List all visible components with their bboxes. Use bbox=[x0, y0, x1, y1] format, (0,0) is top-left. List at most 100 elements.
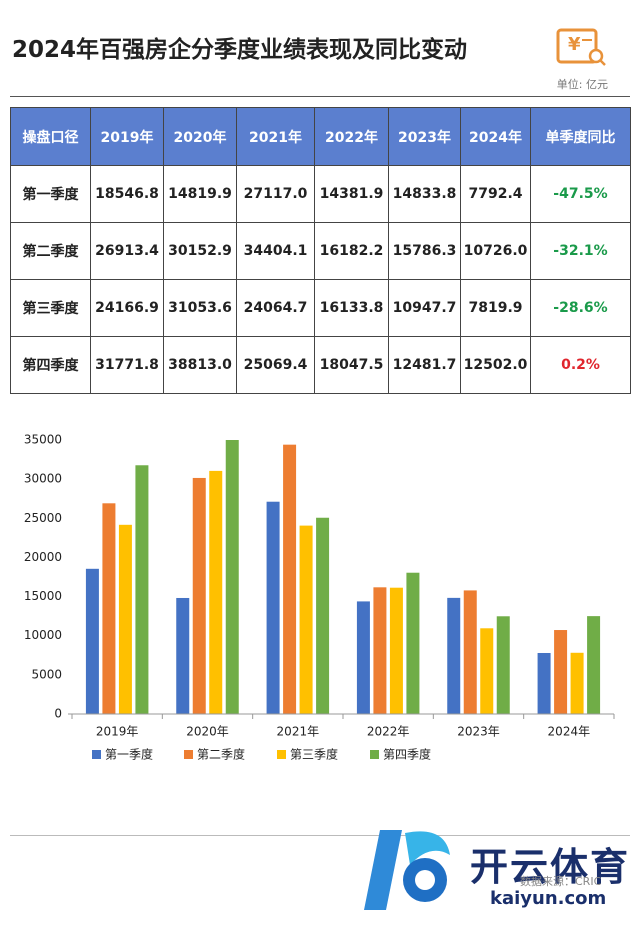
table-cell: 7819.9 bbox=[460, 279, 531, 337]
title: 2024年百强房企分季度业绩表现及同比变动 bbox=[12, 37, 468, 63]
unit: 单位: 亿元 bbox=[556, 78, 608, 91]
table-cell: 14381.9 bbox=[314, 165, 389, 223]
table-cell: 14833.8 bbox=[388, 165, 461, 223]
table-cell: 30152.9 bbox=[163, 222, 237, 280]
divider bbox=[10, 835, 630, 836]
column-header: 操盘口径 bbox=[10, 107, 91, 166]
x-tick-label: 2021年 bbox=[277, 725, 320, 739]
bar bbox=[102, 503, 116, 714]
svg-text:¥: ¥ bbox=[568, 34, 581, 55]
yoy-cell: -32.1% bbox=[530, 222, 631, 280]
chart: 0 5000 10000 15000 20000 25000 30000 35000 2019年… bbox=[24, 433, 615, 762]
icon: ¥ bbox=[556, 28, 606, 66]
bar bbox=[316, 517, 330, 714]
table-cell: 7792.4 bbox=[460, 165, 531, 223]
legend-swatch bbox=[370, 750, 379, 759]
table-cell: 18047.5 bbox=[314, 336, 389, 394]
table-cell: 31053.6 bbox=[163, 279, 237, 337]
table-cell: 第一季度 bbox=[10, 165, 91, 223]
column-header: 2021年 bbox=[236, 107, 315, 166]
divider bbox=[10, 96, 630, 97]
data-table: 操盘口径 2019年 2020年 2021年 2022年 2023年 2024年 单季度同比 … bbox=[10, 107, 631, 394]
table-row: 第三季度 24166.9 31053.6 24064.7 16133.8 10947.7 7… bbox=[10, 279, 631, 337]
y-tick-label: 35000 bbox=[24, 433, 62, 447]
table-cell: 25069.4 bbox=[236, 336, 315, 394]
table-cell: 24166.9 bbox=[90, 279, 164, 337]
table-row: 第四季度 31771.8 38813.0 25069.4 18047.5 12481.7 1… bbox=[10, 336, 631, 394]
table-cell: 15786.3 bbox=[388, 222, 461, 280]
column-header: 2023年 bbox=[388, 107, 461, 166]
legend-label: 第四季度 bbox=[383, 747, 431, 762]
bar bbox=[283, 444, 297, 714]
column-header: 2024年 bbox=[460, 107, 531, 166]
x-tick-label: 2024年 bbox=[548, 725, 591, 739]
bar bbox=[373, 587, 387, 714]
table-cell: 12502.0 bbox=[460, 336, 531, 394]
y-tick-label: 25000 bbox=[24, 511, 62, 525]
bar bbox=[356, 601, 370, 714]
yoy-cell: -28.6% bbox=[530, 279, 631, 337]
bar bbox=[135, 465, 149, 714]
legend-swatch bbox=[92, 750, 101, 759]
y-tick-label: 20000 bbox=[24, 550, 62, 564]
brand-url: kaiyun.com bbox=[490, 888, 607, 909]
legend-swatch bbox=[184, 750, 193, 759]
table-cell: 18546.8 bbox=[90, 165, 164, 223]
x-tick-label: 2022年 bbox=[367, 725, 410, 739]
bar bbox=[537, 652, 551, 714]
bar bbox=[496, 616, 510, 714]
y-tick-label: 15000 bbox=[24, 589, 62, 603]
table-cell: 26913.4 bbox=[90, 222, 164, 280]
table-cell: 第三季度 bbox=[10, 279, 91, 337]
table-cell: 10947.7 bbox=[388, 279, 461, 337]
column-header: 单季度同比 bbox=[530, 107, 631, 166]
legend-label: 第三季度 bbox=[290, 747, 338, 762]
source: 数据来源：CRIC bbox=[520, 875, 602, 888]
x-tick-label: 2019年 bbox=[96, 725, 139, 739]
bar bbox=[209, 470, 223, 714]
y-tick-label: 30000 bbox=[24, 472, 62, 486]
x-tick-label: 2023年 bbox=[457, 725, 500, 739]
legend-label: 第二季度 bbox=[197, 747, 245, 762]
table-cell: 第二季度 bbox=[10, 222, 91, 280]
bar bbox=[389, 587, 403, 714]
table-row: 第一季度 18546.8 14819.9 27117.0 14381.9 14833.8 7… bbox=[10, 165, 631, 223]
y-tick-label: 10000 bbox=[24, 628, 62, 642]
legend-swatch bbox=[277, 750, 286, 759]
bar bbox=[480, 628, 494, 714]
bar bbox=[447, 597, 461, 714]
bar bbox=[463, 590, 477, 714]
yoy-cell: 0.2% bbox=[530, 336, 631, 394]
header-row: 操盘口径 2019年 2020年 2021年 2022年 2023年 2024年 单季度同比 bbox=[10, 107, 631, 166]
table-cell: 14819.9 bbox=[163, 165, 237, 223]
table-cell: 38813.0 bbox=[163, 336, 237, 394]
yoy-cell: -47.5% bbox=[530, 165, 631, 223]
table-cell: 16133.8 bbox=[314, 279, 389, 337]
bars bbox=[85, 440, 601, 714]
brand: 开云体育 bbox=[470, 845, 631, 889]
logo bbox=[364, 830, 450, 910]
table-cell: 第四季度 bbox=[10, 336, 91, 394]
bar bbox=[118, 524, 132, 714]
table-cell: 16182.2 bbox=[314, 222, 389, 280]
bar bbox=[192, 477, 206, 714]
table-cell: 10726.0 bbox=[460, 222, 531, 280]
bar bbox=[587, 616, 601, 714]
table-cell: 27117.0 bbox=[236, 165, 315, 223]
table-cell: 31771.8 bbox=[90, 336, 164, 394]
column-header: 2019年 bbox=[90, 107, 164, 166]
table-cell: 24064.7 bbox=[236, 279, 315, 337]
table-body: 第一季度 18546.8 14819.9 27117.0 14381.9 14833.8 7… bbox=[10, 165, 631, 394]
bar bbox=[299, 525, 313, 714]
column-header: 2020年 bbox=[163, 107, 237, 166]
table-cell: 34404.1 bbox=[236, 222, 315, 280]
table-row: 第二季度 26913.4 30152.9 34404.1 16182.2 15786.3 1… bbox=[10, 222, 631, 280]
table-cell: 12481.7 bbox=[388, 336, 461, 394]
legend-label: 第一季度 bbox=[105, 747, 153, 762]
bar bbox=[225, 440, 239, 714]
column-header: 2022年 bbox=[314, 107, 389, 166]
bar bbox=[570, 652, 584, 714]
bar bbox=[266, 501, 280, 714]
bar bbox=[85, 568, 99, 714]
